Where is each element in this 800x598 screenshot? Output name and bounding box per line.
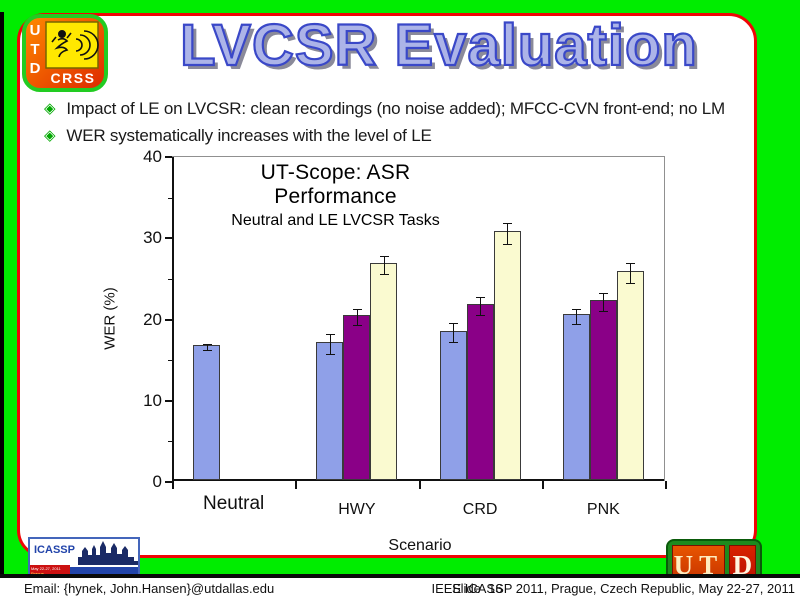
y-minor-tick-35 [168, 197, 172, 199]
crss-logo-letter-u: U [30, 22, 41, 39]
left-edge-strip [0, 12, 4, 578]
bar-neutral-series-blue [193, 345, 220, 480]
error-bar-pnk-series-blue [576, 308, 578, 324]
error-cap-bottom [202, 350, 212, 352]
error-cap-bottom [599, 310, 609, 312]
bullet-text-1: Impact of LE on LVCSR: clean recordings … [66, 99, 726, 118]
error-cap-top [503, 222, 512, 224]
y-tick-10 [165, 399, 172, 402]
error-cap-bottom [449, 342, 458, 344]
y-axis-line [172, 157, 174, 480]
x-tick-3 [541, 481, 544, 489]
y-tick-label-40: 40 [143, 147, 162, 166]
crss-logo: U T D CRSS [22, 14, 108, 92]
error-cap-top [449, 322, 458, 324]
error-bar-pnk-series-purple [603, 292, 605, 311]
x-tick-4 [665, 481, 667, 489]
diamond-bullet-icon: ◈ [44, 100, 56, 117]
bullet-item-2: ◈ WER systematically increases with the … [44, 126, 768, 146]
icassp-logo-date: May 22-27, 2011 [31, 566, 61, 571]
error-cap-bottom [325, 353, 335, 355]
diamond-bullet-icon: ◈ [44, 127, 56, 144]
x-tick-0 [172, 481, 174, 489]
chart-subtitle: Neutral and LE LVCSR Tasks [231, 212, 440, 229]
bar-pnk-series-purple [589, 299, 617, 480]
x-category-label-crd: CRD [462, 501, 498, 518]
y-tick-label-20: 20 [143, 309, 162, 329]
error-bar-crd-series-yellow [507, 222, 508, 244]
x-axis-title: Scenario [388, 537, 452, 554]
error-cap-top [379, 256, 389, 258]
x-tick-2 [418, 481, 421, 489]
y-tick-40 [165, 156, 172, 158]
footer-slide-number: Slide 16 [452, 581, 503, 596]
crss-logo-crss-text: CRSS [51, 70, 96, 86]
icassp-logo-city: Prague [31, 571, 69, 576]
bar-pnk-series-blue [562, 314, 590, 480]
error-cap-bottom [572, 323, 582, 325]
error-bar-neutral-series-blue [206, 343, 208, 351]
error-bar-crd-series-blue [453, 322, 454, 343]
speaker-figure-icon [51, 29, 72, 58]
x-category-label-pnk: PNK [586, 501, 620, 518]
y-minor-tick-5 [168, 441, 172, 443]
icassp-logo-name: ICASSP [34, 544, 75, 556]
sound-waves-icon [75, 30, 99, 60]
bar-chart-plot-area [165, 156, 667, 489]
y-minor-tick-25 [168, 278, 172, 280]
bar-crd-series-yellow [493, 231, 521, 480]
y-axis-title: WER (%) [101, 287, 119, 350]
chart-title-block: UT-Scope: ASR Performance Neutral and LE… [198, 161, 473, 230]
slide-title: LVCSR Evaluation [179, 12, 698, 79]
chart-title: UT-Scope: ASR Performance [260, 161, 411, 208]
error-bar-hwy-series-purple [356, 308, 358, 326]
x-axis-line [172, 479, 664, 481]
y-tick-label-30: 30 [143, 228, 162, 248]
x-category-label-neutral: Neutral [203, 493, 265, 514]
error-bar-pnk-series-yellow [630, 263, 632, 283]
y-tick-label-0: 0 [152, 472, 162, 491]
error-cap-bottom [626, 282, 636, 284]
footer-bar: Email: {hynek, John.Hansen}@utdallas.edu… [0, 578, 800, 598]
error-cap-top [599, 292, 609, 294]
bar-hwy-series-purple [343, 315, 371, 480]
y-tick-30 [165, 237, 172, 240]
error-cap-top [572, 308, 582, 310]
error-cap-top [325, 334, 335, 336]
bar-pnk-series-yellow [616, 271, 644, 480]
error-cap-top [352, 308, 362, 310]
x-category-label-hwy: HWY [338, 501, 376, 518]
error-cap-top [476, 296, 485, 298]
error-cap-top [626, 263, 636, 265]
x-tick-1 [295, 481, 298, 489]
bullet-item-1: ◈ Impact of LE on LVCSR: clean recording… [44, 99, 768, 119]
footer-email: Email: {hynek, John.Hansen}@utdallas.edu [24, 581, 275, 596]
bar-hwy-series-blue [316, 341, 344, 480]
error-cap-bottom [379, 274, 389, 275]
bar-hwy-series-yellow [370, 263, 398, 480]
y-minor-tick-15 [168, 360, 172, 362]
error-cap-top [202, 343, 212, 345]
footer-conference: IEEE ICASSP 2011, Prague, Czech Republic… [431, 581, 796, 596]
error-bar-hwy-series-blue [329, 334, 331, 354]
bar-crd-series-purple [466, 303, 494, 480]
error-bar-crd-series-purple [480, 296, 481, 315]
y-tick-20 [165, 318, 172, 321]
footer-divider-line [0, 574, 800, 578]
error-bar-hwy-series-yellow [383, 256, 385, 274]
bullet-text-2: WER systematically increases with the le… [66, 126, 432, 145]
error-cap-bottom [503, 243, 512, 245]
crss-logo-letter-t: T [30, 41, 39, 58]
error-cap-bottom [352, 325, 362, 327]
prague-castle-icon [78, 541, 138, 565]
y-tick-0 [165, 481, 172, 483]
bar-crd-series-blue [439, 330, 467, 480]
crss-logo-letter-d: D [30, 60, 41, 77]
error-cap-bottom [476, 314, 485, 316]
y-tick-label-10: 10 [143, 390, 162, 410]
